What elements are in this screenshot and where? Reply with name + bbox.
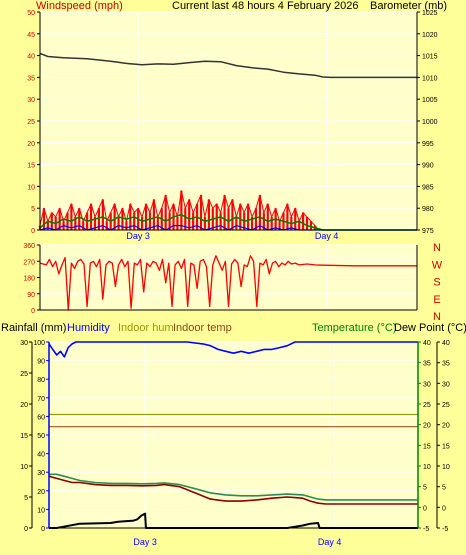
temperature-y-tick-label: 15 <box>423 443 431 450</box>
wind-y-tick-label: 0 <box>31 228 35 235</box>
wind-y-tick-label: 45 <box>27 32 35 39</box>
humidity-y-tick-label: 20 <box>37 489 45 496</box>
rainfall-y-tick-label: 20 <box>20 402 28 409</box>
barometer-y-tick-label: 975 <box>422 228 434 235</box>
humidity-line <box>48 341 418 358</box>
wind-axes: 0510152025303540455097598098599099510001… <box>27 10 437 241</box>
dewpoint-y-tick-label: 40 <box>442 340 450 347</box>
compass-label: S <box>433 277 440 289</box>
rainfall-y-tick-label: 5 <box>24 495 28 502</box>
humidity-y-tick-label: 10 <box>37 507 45 514</box>
temperature-y-tick-label: -5 <box>423 526 429 533</box>
temperature-axis-label: Temperature (°C) <box>312 322 396 334</box>
rainfall-y-tick-label: 30 <box>20 340 28 347</box>
dewpoint-y-tick-label: 0 <box>442 505 446 512</box>
humidity-y-tick-label: 100 <box>33 340 45 347</box>
indoor-hum-label: Indoor hum <box>118 322 174 334</box>
rainfall-y-tick-label: 25 <box>20 371 28 378</box>
wind-gridlines <box>40 11 417 231</box>
wind-y-tick-label: 50 <box>27 10 35 17</box>
humidity-y-tick-label: 30 <box>37 470 45 477</box>
wind-x-tick-label: Day 3 <box>126 231 150 241</box>
temperature-y-tick-label: 10 <box>423 464 431 471</box>
average-wind-line <box>39 213 417 231</box>
temperature-x-tick-label: Day 4 <box>318 537 342 547</box>
barometer-y-tick-label: 1005 <box>422 97 438 104</box>
direction-y-tick-label: 270 <box>23 259 35 266</box>
temperature-y-tick-label: 0 <box>423 505 427 512</box>
rainfall-y-tick-label: 15 <box>20 433 28 440</box>
direction-y-tick-label: 180 <box>23 276 35 283</box>
rainfall-axis-label: Rainfall (mm) <box>1 322 66 334</box>
temperature-x-tick-label: Day 3 <box>133 537 157 547</box>
temperature-line <box>49 473 418 501</box>
humidity-y-tick-label: 0 <box>41 526 45 533</box>
direction-y-tick-label: 0 <box>31 308 35 315</box>
dewpoint-y-tick-label: 20 <box>442 423 450 430</box>
wind-x-tick-label: Day 4 <box>315 231 339 241</box>
wind-y-tick-label: 10 <box>27 184 35 191</box>
dewpoint-y-tick-label: 35 <box>442 361 450 368</box>
barometer-y-tick-label: 990 <box>422 163 434 170</box>
dewpoint-y-tick-label: -5 <box>442 526 448 533</box>
rainfall-y-tick-label: 0 <box>24 526 28 533</box>
wind-y-tick-label: 15 <box>27 163 35 170</box>
windspeed-axis-label: Windspeed (mph) <box>36 0 123 12</box>
wind-y-tick-label: 25 <box>27 119 35 126</box>
humidity-y-tick-label: 80 <box>37 377 45 384</box>
temperature-y-tick-label: 40 <box>423 340 431 347</box>
humidity-y-tick-label: 90 <box>37 359 45 366</box>
barometer-line <box>39 52 417 79</box>
direction-y-tick-label: 360 <box>23 243 35 250</box>
dewpoint-axis-label: Dew Point (°C) <box>394 322 466 334</box>
wind-y-tick-label: 35 <box>27 75 35 82</box>
humidity-y-tick-label: 60 <box>37 414 45 421</box>
dewpoint-y-tick-label: 25 <box>442 402 450 409</box>
temperature-y-tick-label: 5 <box>423 485 427 492</box>
wind-y-tick-label: 5 <box>31 206 35 213</box>
wind-y-tick-label: 30 <box>27 97 35 104</box>
barometer-y-tick-label: 1010 <box>422 75 438 82</box>
compass-label: W <box>432 259 443 271</box>
gust-line <box>39 190 417 231</box>
direction-line <box>39 255 417 311</box>
humidity-axis-label: Humidity <box>67 322 110 334</box>
compass-label: N <box>433 311 441 323</box>
barometer-axis-label: Barometer (mb) <box>370 0 447 12</box>
temperature-y-tick-label: 30 <box>423 381 431 388</box>
barometer-y-tick-label: 995 <box>422 141 434 148</box>
barometer-y-tick-label: 1000 <box>422 119 438 126</box>
barometer-y-tick-label: 1025 <box>422 10 438 17</box>
barometer-y-tick-label: 985 <box>422 184 434 191</box>
rainfall-y-tick-label: 10 <box>20 464 28 471</box>
barometer-y-tick-label: 980 <box>422 206 434 213</box>
barometer-y-tick-label: 1020 <box>422 32 438 39</box>
humidity-y-tick-label: 50 <box>37 433 45 440</box>
wind-y-tick-label: 20 <box>27 141 35 148</box>
dewpoint-y-tick-label: 30 <box>442 381 450 388</box>
direction-series <box>39 255 417 311</box>
dewpoint-y-tick-label: 5 <box>442 485 446 492</box>
humidity-y-tick-label: 70 <box>37 396 45 403</box>
dewpoint-line <box>48 475 418 505</box>
compass-label: N <box>433 242 441 254</box>
temperature-y-tick-label: 25 <box>423 402 431 409</box>
temperature-y-tick-label: 35 <box>423 361 431 368</box>
temperature-y-tick-label: 20 <box>423 423 431 430</box>
temperature-series <box>48 341 418 529</box>
dewpoint-y-tick-label: 15 <box>442 443 450 450</box>
compass-label: E <box>433 294 440 306</box>
chart-title: Current last 48 hours 4 February 2026 <box>172 0 359 12</box>
dewpoint-y-tick-label: 10 <box>442 464 450 471</box>
humidity-y-tick-label: 40 <box>37 452 45 459</box>
direction-y-tick-label: 90 <box>27 292 35 299</box>
barometer-y-tick-label: 1015 <box>422 54 438 61</box>
indoor-temp-label: Indoor temp <box>173 322 232 334</box>
wind-y-tick-label: 40 <box>27 54 35 61</box>
temperature-axes: 0102030405060708090100051015202530-50510… <box>20 340 450 547</box>
